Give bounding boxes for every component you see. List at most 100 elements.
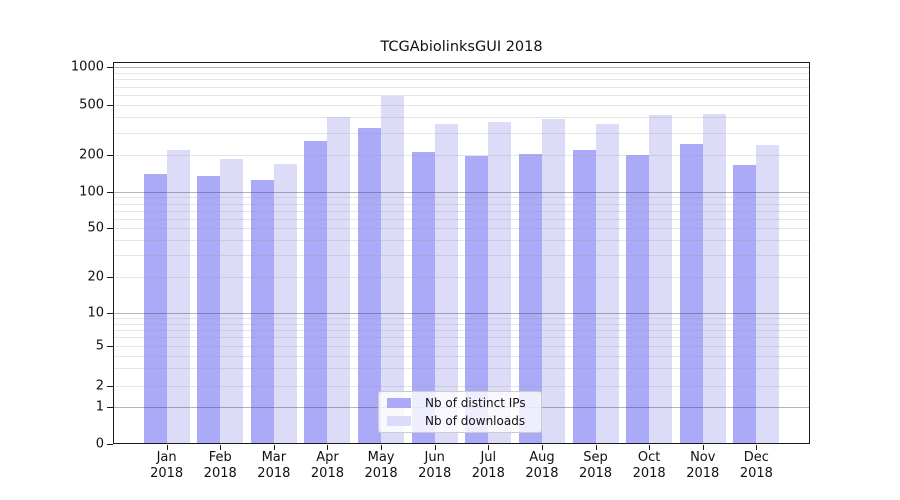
x-tick [756, 445, 758, 450]
gridline-minor [113, 79, 810, 81]
gridline-minor [113, 318, 810, 320]
bar-distinct-ips-dec [733, 165, 757, 444]
gridline-minor [113, 329, 810, 331]
legend-label-distinct-ips: Nb of distinct IPs [425, 396, 526, 410]
y-tick [107, 155, 113, 156]
x-tick [541, 445, 543, 450]
bar-downloads-dec [756, 145, 780, 444]
x-tick-label: Feb 2018 [203, 450, 237, 481]
y-tick [107, 407, 113, 408]
x-tick [434, 445, 436, 450]
bar-distinct-ips-apr [304, 140, 328, 444]
bar-distinct-ips-may [358, 127, 382, 444]
y-tick-label: 1 [95, 399, 104, 415]
bar-downloads-apr [327, 117, 351, 444]
y-tick-label: 500 [79, 97, 104, 113]
gridline-minor [113, 197, 810, 199]
legend-swatch-downloads [387, 416, 411, 426]
y-tick [107, 228, 113, 229]
x-tick [702, 445, 704, 450]
gridline-minor [113, 95, 810, 96]
gridline-minor [113, 255, 810, 257]
bar-distinct-ips-oct [626, 155, 650, 444]
y-tick-label: 1000 [70, 59, 104, 75]
gridline-minor [113, 117, 810, 119]
bar-distinct-ips-nov [679, 143, 703, 444]
y-tick [107, 192, 113, 193]
x-tick-label: Sep 2018 [578, 450, 613, 481]
y-tick-label: 5 [95, 338, 104, 354]
gridline-minor [113, 337, 810, 339]
x-tick-label: Oct 2018 [632, 450, 666, 481]
y-tick [107, 67, 113, 68]
bar-downloads-mar [273, 163, 297, 444]
x-tick-label: Dec 2018 [739, 450, 773, 481]
x-tick [381, 445, 383, 450]
bar-distinct-ips-jun [411, 152, 435, 444]
legend-item-downloads: Nb of downloads [379, 413, 541, 429]
y-tick-label: 50 [87, 220, 104, 236]
x-tick [327, 445, 329, 450]
gridline-minor [113, 132, 810, 134]
x-tick [220, 445, 222, 450]
x-tick-label: Jun 2018 [418, 450, 452, 481]
y-tick-label: 200 [79, 147, 104, 163]
x-tick [273, 445, 275, 450]
y-tick [107, 105, 113, 106]
gridline-minor [113, 239, 810, 241]
y-tick [107, 386, 113, 387]
y-tick [107, 346, 113, 347]
y-tick-label: 2 [95, 378, 104, 394]
y-tick [107, 313, 113, 314]
bar-distinct-ips-feb [197, 175, 221, 444]
legend-item-distinct-ips: Nb of distinct IPs [379, 395, 541, 411]
y-tick-label: 100 [79, 184, 104, 200]
x-tick-label: Aug 2018 [525, 450, 559, 481]
gridline-minor [113, 203, 810, 205]
chart-title: TCGAbiolinksGUI 2018 [380, 39, 543, 55]
gridline-minor [113, 228, 810, 229]
y-tick-label: 0 [95, 436, 104, 452]
plot-area: Nb of distinct IPs Nb of downloads [113, 62, 810, 444]
x-tick-label: Jan 2018 [150, 450, 184, 481]
gridline-minor [113, 355, 810, 357]
bar-distinct-ips-mar [250, 180, 274, 444]
x-tick-label: May 2018 [364, 450, 398, 481]
gridline-minor [113, 277, 810, 278]
y-tick [107, 444, 113, 445]
legend-swatch-distinct-ips [387, 398, 411, 408]
gridline-minor [113, 155, 810, 156]
bar-distinct-ips-jan [143, 174, 167, 444]
gridline-minor [113, 218, 810, 220]
x-tick [595, 445, 597, 450]
gridline-minor [113, 323, 810, 325]
bar-distinct-ips-aug [518, 153, 542, 444]
bar-downloads-jun [434, 124, 458, 444]
gridline-minor [113, 72, 810, 74]
gridline-major [113, 192, 810, 193]
bar-downloads-oct [649, 115, 673, 444]
y-tick [107, 277, 113, 278]
bar-downloads-sep [595, 123, 619, 444]
bar-downloads-jan [166, 149, 190, 444]
x-tick-label: Nov 2018 [686, 450, 720, 481]
gridline-major [113, 313, 810, 314]
legend: Nb of distinct IPs Nb of downloads [378, 391, 542, 433]
x-tick-label: Apr 2018 [310, 450, 344, 481]
bar-downloads-aug [541, 118, 565, 444]
bar-downloads-feb [220, 159, 244, 444]
gridline-minor [113, 86, 810, 88]
gridline-minor [113, 386, 810, 387]
gridline-minor [113, 105, 810, 106]
gridline-minor [113, 210, 810, 212]
bar-downloads-jul [488, 122, 512, 444]
x-tick-label: Jul 2018 [471, 450, 505, 481]
x-tick [166, 445, 168, 450]
x-tick [488, 445, 490, 450]
x-tick [649, 445, 651, 450]
legend-label-downloads: Nb of downloads [425, 414, 526, 428]
x-tick-label: Mar 2018 [257, 450, 291, 481]
y-tick-label: 20 [87, 269, 104, 285]
bar-distinct-ips-jul [465, 156, 489, 444]
